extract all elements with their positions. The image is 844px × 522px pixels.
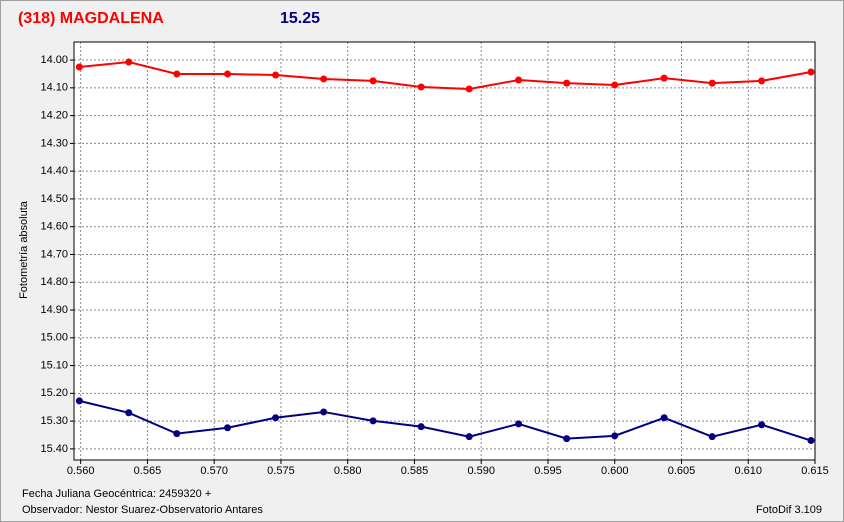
data-point <box>272 71 280 79</box>
chart-title: (318) MAGDALENA <box>18 10 164 27</box>
plot-border <box>73 41 816 461</box>
x-tick-label: 0.610 <box>734 465 762 477</box>
data-point <box>758 77 766 85</box>
y-tick-label: 14.60 <box>40 221 68 233</box>
y-tick-label: 14.00 <box>40 54 68 66</box>
data-point <box>708 79 716 87</box>
data-point <box>515 76 523 84</box>
data-point <box>417 83 425 91</box>
x-tick-label: 0.580 <box>334 465 362 477</box>
data-point <box>125 409 133 417</box>
y-tick-label: 15.00 <box>40 332 68 344</box>
x-tick-label: 0.615 <box>801 465 829 477</box>
y-tick-label: 15.20 <box>40 387 68 399</box>
y-tick-label: 14.90 <box>40 304 68 316</box>
data-point <box>75 63 83 71</box>
plot-area <box>74 42 815 460</box>
x-tick-label: 0.600 <box>601 465 629 477</box>
data-point <box>807 437 815 445</box>
data-point <box>173 70 181 78</box>
data-point <box>125 58 133 66</box>
data-point <box>224 70 232 78</box>
data-point <box>173 430 181 438</box>
data-point <box>611 432 619 440</box>
y-tick-label: 14.80 <box>40 276 68 288</box>
x-tick-label: 0.560 <box>67 465 95 477</box>
x-tick-label: 0.575 <box>267 465 295 477</box>
data-point <box>563 435 571 443</box>
data-point <box>465 85 473 93</box>
x-tick-label: 0.605 <box>668 465 696 477</box>
x-tick-label: 0.585 <box>401 465 429 477</box>
data-point <box>660 414 668 422</box>
y-axis-label: Fotometría absoluta <box>18 200 30 299</box>
y-tick-label: 14.50 <box>40 193 68 205</box>
x-tick-label: 0.565 <box>134 465 162 477</box>
y-tick-label: 14.70 <box>40 248 68 260</box>
data-point <box>758 421 766 429</box>
data-point <box>515 420 523 428</box>
data-point <box>369 77 377 85</box>
y-tick-label: 15.10 <box>40 359 68 371</box>
data-point <box>320 408 328 416</box>
data-point <box>75 397 83 405</box>
data-point <box>563 79 571 87</box>
y-tick-label: 15.40 <box>40 443 68 455</box>
magnitude-annotation: 15.25 <box>280 10 320 27</box>
y-tick-label: 14.10 <box>40 82 68 94</box>
data-point <box>272 414 280 422</box>
data-point <box>320 75 328 83</box>
data-point <box>417 423 425 431</box>
series-line <box>79 399 812 442</box>
y-tick-label: 14.20 <box>40 110 68 122</box>
data-point <box>660 74 668 82</box>
footer-note: Observador: Nestor Suarez-Observatorio A… <box>22 504 263 516</box>
x-tick-label: 0.570 <box>200 465 228 477</box>
data-point <box>465 433 473 441</box>
data-point <box>611 81 619 89</box>
data-point <box>708 433 716 441</box>
footer-note: Fecha Juliana Geocéntrica: 2459320 + <box>22 488 211 500</box>
y-tick-label: 14.30 <box>40 137 68 149</box>
data-point <box>224 424 232 432</box>
x-tick-label: 0.590 <box>467 465 495 477</box>
series-line <box>79 60 812 90</box>
footer-note: FotoDif 3.109 <box>756 504 822 516</box>
y-tick-label: 15.30 <box>40 415 68 427</box>
x-tick-label: 0.595 <box>534 465 562 477</box>
data-point <box>807 68 815 76</box>
y-tick-label: 14.40 <box>40 165 68 177</box>
data-point <box>369 417 377 425</box>
